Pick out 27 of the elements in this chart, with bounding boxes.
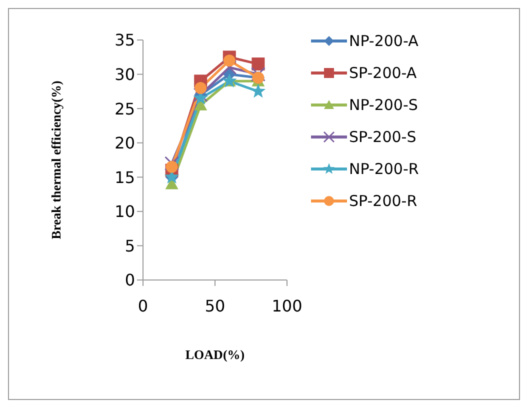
y-tick-label: 35	[114, 30, 135, 50]
y-tick-label: 15	[114, 168, 135, 187]
legend-label: SP-200-R	[349, 192, 418, 210]
y-tick-label: 30	[114, 64, 135, 84]
x-tick-label: 0	[138, 296, 148, 316]
legend-label: NP-200-S	[349, 96, 418, 114]
point	[164, 156, 180, 171]
point	[250, 67, 266, 82]
y-tick-label: 20	[114, 134, 135, 153]
y-tick-label: 10	[114, 202, 135, 222]
y-tick-label: 5	[124, 236, 135, 256]
point	[166, 160, 178, 173]
y-tick-label: 0	[124, 270, 135, 290]
point	[223, 54, 236, 67]
y-tick-label: 25	[114, 99, 135, 118]
x-tick-label: 50	[204, 296, 226, 316]
x-tick-label: 100	[272, 296, 302, 316]
legend-label: SP-200-S	[349, 128, 416, 146]
point	[252, 58, 265, 70]
point	[194, 82, 207, 94]
point	[222, 60, 237, 75]
y-axis-title: Break thermal efficiency(%)	[48, 80, 64, 240]
legend-label: NP-200-A	[349, 32, 418, 50]
point	[250, 84, 266, 98]
legend-label: SP-200-A	[349, 64, 417, 82]
x-axis-title: LOAD(%)	[185, 347, 245, 362]
legend-label: NP-200-R	[349, 160, 419, 178]
